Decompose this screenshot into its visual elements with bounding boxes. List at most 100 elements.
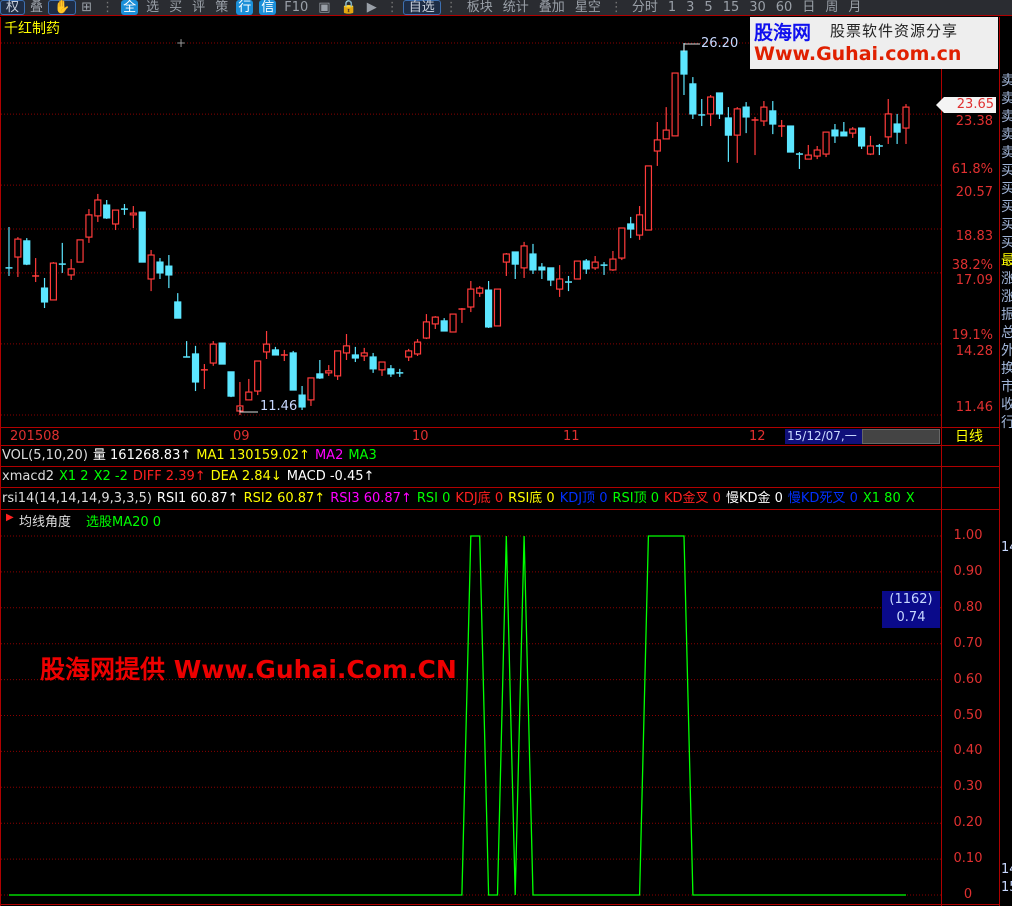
high-leader-line bbox=[683, 43, 700, 52]
toolbar-item[interactable]: ⊞ bbox=[81, 0, 93, 15]
candle bbox=[316, 360, 324, 379]
toolbar-item[interactable]: 5 bbox=[704, 0, 713, 15]
toolbar-item[interactable]: 行 bbox=[236, 0, 254, 15]
toolbar-item[interactable]: ▶ bbox=[366, 0, 377, 15]
xmacd2-value: DEA 2.84↓ bbox=[210, 469, 282, 484]
toolbar-item[interactable]: 周 bbox=[825, 0, 839, 15]
xmacd2-indicator-row[interactable]: xmacd2 X1 2 X2 -2 DIFF 2.39↑ DEA 2.84↓ MACD -… bbox=[2, 467, 379, 487]
indicator-axis-label: 0.90 bbox=[953, 563, 983, 579]
rsi14-name: rsi14(14,14,14,9,3,3,5) bbox=[2, 491, 152, 506]
candle-body bbox=[849, 128, 857, 134]
indicator-axis-label: 0.50 bbox=[953, 707, 983, 723]
candle-body bbox=[289, 352, 297, 391]
divider bbox=[0, 487, 1000, 488]
toolbar-item[interactable]: 选 bbox=[146, 0, 160, 15]
toolbar-item[interactable]: 叠 bbox=[30, 0, 44, 15]
indicator-axis-label: 0.80 bbox=[953, 599, 983, 615]
toolbar-item[interactable]: 板块 bbox=[466, 0, 493, 15]
candle bbox=[280, 349, 288, 362]
candle bbox=[849, 127, 857, 138]
price-axis-label: 23.38 bbox=[955, 114, 993, 130]
candle bbox=[120, 204, 128, 215]
candle bbox=[85, 209, 93, 243]
candle bbox=[493, 288, 502, 327]
quote-field-label: 行 bbox=[1001, 415, 1012, 431]
xmacd2-value: X1 2 bbox=[59, 469, 89, 484]
candle bbox=[245, 378, 253, 401]
candle bbox=[866, 135, 875, 156]
candle bbox=[875, 143, 883, 156]
toolbar-item[interactable]: 分时 bbox=[631, 0, 658, 15]
candle-body bbox=[191, 353, 200, 383]
candle-body bbox=[449, 313, 457, 333]
candle-body bbox=[165, 265, 173, 276]
toolbar-item[interactable]: ▣ bbox=[318, 0, 331, 15]
quote-field-label: 市 bbox=[1001, 379, 1012, 395]
candle bbox=[5, 226, 13, 276]
toolbar-item[interactable]: 自选 bbox=[402, 0, 441, 15]
candle bbox=[742, 102, 750, 134]
candle bbox=[520, 241, 528, 278]
toolbar-item[interactable]: 月 bbox=[848, 0, 862, 15]
candle-body bbox=[351, 354, 359, 359]
toolbar-item[interactable]: 评 bbox=[192, 0, 206, 15]
candle-body bbox=[813, 149, 821, 157]
indicator-chart[interactable] bbox=[0, 510, 942, 906]
toolbar-item[interactable]: 权 bbox=[0, 0, 26, 15]
vol-value: MA3 bbox=[348, 448, 377, 463]
candle-body bbox=[94, 199, 102, 217]
cursor-date: 15/12/07,一 bbox=[785, 429, 862, 444]
quote-field-label: 换 bbox=[1001, 361, 1012, 377]
last-price-arrow-icon bbox=[936, 97, 944, 113]
period-label[interactable]: 日线 bbox=[955, 429, 983, 445]
candle-body bbox=[227, 371, 235, 397]
quote-field-label: 卖 bbox=[1001, 127, 1012, 143]
toolbar-item[interactable]: 全 bbox=[121, 0, 139, 15]
toolbar-item[interactable]: F10 bbox=[284, 0, 309, 15]
toolbar-item[interactable]: 策 bbox=[215, 0, 229, 15]
panel-expand-icon[interactable]: ▶ bbox=[6, 512, 14, 523]
quote-field-label: 最 bbox=[1001, 253, 1012, 269]
candle-body bbox=[707, 96, 715, 115]
toolbar-item[interactable]: 统计 bbox=[502, 0, 529, 15]
toolbar-item[interactable]: 15 bbox=[722, 0, 740, 15]
candle-body bbox=[556, 278, 564, 290]
price-axis-label: 17.09 bbox=[955, 272, 993, 288]
candle-body bbox=[271, 349, 280, 356]
candle bbox=[857, 127, 866, 150]
candle bbox=[271, 346, 280, 356]
toolbar-item[interactable]: 叠加 bbox=[538, 0, 565, 15]
vol-indicator-row[interactable]: VOL(5,10,20) 量 161268.83↑ MA1 130159.02↑ MA… bbox=[2, 446, 382, 466]
toolbar-item[interactable]: 买 bbox=[169, 0, 183, 15]
candle-body bbox=[218, 342, 226, 365]
candle-body bbox=[440, 320, 448, 332]
watermark-overlay: 股海网提供 Www.Guhai.Com.CN bbox=[40, 655, 457, 684]
toolbar-item[interactable]: 60 bbox=[775, 0, 793, 15]
candle bbox=[902, 104, 910, 144]
quote-field-label: 振 bbox=[1001, 307, 1012, 323]
candle bbox=[387, 365, 395, 377]
toolbar-item[interactable]: 信 bbox=[259, 0, 277, 15]
toolbar-item[interactable]: 日 bbox=[802, 0, 816, 15]
candle-body bbox=[840, 131, 848, 137]
toolbar-item[interactable]: 星空 bbox=[574, 0, 601, 15]
date-scrollbar[interactable] bbox=[862, 429, 940, 444]
candle-body bbox=[138, 211, 146, 263]
candle bbox=[733, 107, 741, 163]
toolbar-item[interactable]: 1 bbox=[667, 0, 677, 15]
toolbar-item[interactable]: ✋ bbox=[48, 0, 77, 15]
cursor-value: 0.74 bbox=[896, 610, 926, 625]
rsi14-value: X1 80 bbox=[862, 491, 901, 506]
candle-body bbox=[67, 268, 75, 276]
toolbar-item[interactable]: 🔒 bbox=[340, 0, 357, 15]
date-label: 12 bbox=[749, 429, 766, 444]
toolbar-item[interactable]: 3 bbox=[686, 0, 695, 15]
candle-body bbox=[111, 209, 120, 225]
rsi14-indicator-row[interactable]: rsi14(14,14,14,9,3,3,5) RSI1 60.87↑ RSI2 6… bbox=[2, 489, 942, 509]
candlestick-chart[interactable] bbox=[0, 0, 942, 428]
toolbar-item[interactable]: 30 bbox=[749, 0, 766, 15]
series-label: 选股MA20 0 bbox=[86, 515, 162, 530]
candle-body bbox=[476, 287, 484, 294]
price-axis-label: 61.8% bbox=[951, 161, 993, 177]
quote-field-label: 买 bbox=[1001, 199, 1012, 215]
